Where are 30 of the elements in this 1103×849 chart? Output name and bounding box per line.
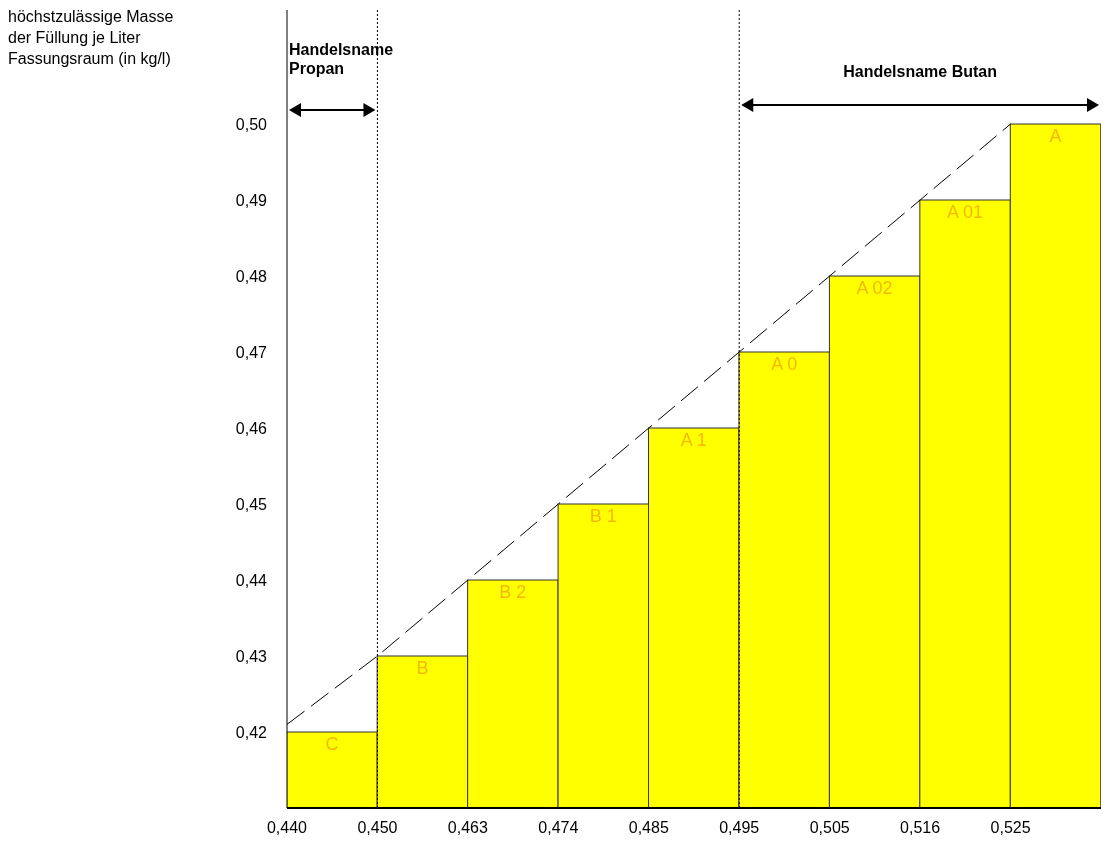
y-tick-label: 0,43 [235, 647, 268, 665]
data-label: A 01 [947, 201, 984, 222]
data-label: A 0 [771, 353, 798, 374]
data-label: A [1049, 125, 1062, 146]
x-tick-label: 0,525 [990, 819, 1031, 837]
y-axis-title: höchstzulässige Masse der Füllung je Liter Fassungsraum (in kg/l) [8, 7, 175, 69]
x-tick-label: 0,516 [900, 819, 941, 837]
y-tick-label: 0,44 [235, 571, 268, 589]
data-label: B 2 [499, 581, 527, 602]
x-tick-label: 0,505 [809, 819, 850, 837]
x-tick-label: 0,450 [357, 819, 398, 837]
y-tick-label: 0,50 [235, 115, 268, 133]
data-label: B [416, 657, 429, 678]
y-tick-label: 0,46 [235, 419, 268, 437]
y-tick-label: 0,45 [235, 495, 268, 513]
data-label: A 1 [680, 429, 707, 450]
data-label: C [325, 733, 339, 754]
data-label: A 02 [856, 277, 893, 298]
annotation: Handelsname Propan [289, 40, 395, 78]
y-tick-label: 0,47 [235, 343, 268, 361]
annotation: Handelsname Butan [842, 62, 998, 81]
x-tick-label: 0,463 [447, 819, 489, 837]
y-tick-label: 0,48 [235, 267, 268, 285]
data-label: B 1 [589, 505, 617, 526]
x-tick-label: 0,440 [266, 819, 308, 837]
x-tick-label: 0,495 [719, 819, 760, 837]
y-tick-label: 0,42 [235, 723, 268, 741]
y-tick-label: 0,49 [235, 191, 268, 209]
x-tick-label: 0,474 [538, 819, 579, 837]
x-tick-label: 0,485 [628, 819, 669, 837]
